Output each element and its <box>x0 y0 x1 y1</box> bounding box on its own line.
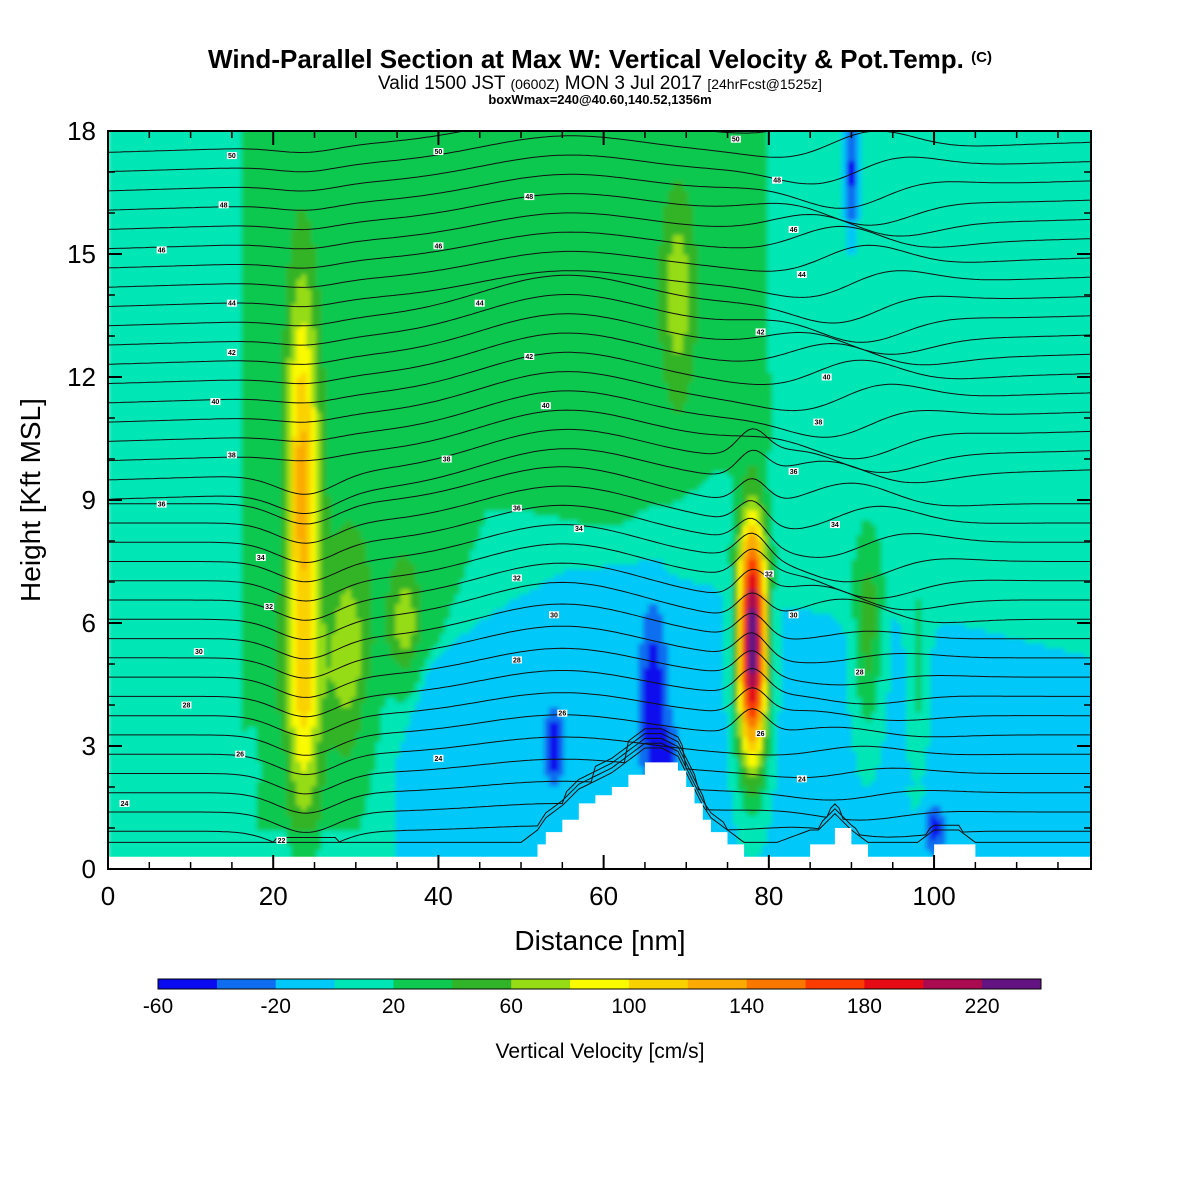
theta-label: 42 <box>228 350 236 357</box>
theta-label: 28 <box>856 670 864 677</box>
theta-label: 38 <box>228 452 236 459</box>
theta-label: 50 <box>732 137 740 144</box>
colorbar-tick-label: 220 <box>965 995 1000 1018</box>
theta-label: 26 <box>236 752 244 759</box>
theta-label: 28 <box>513 657 521 664</box>
x-tick-label: 0 <box>101 881 115 911</box>
x-axis-label: Distance [nm] <box>514 925 685 956</box>
y-axis-label: Height [Kft MSL] <box>15 398 46 602</box>
theta-label: 38 <box>815 420 823 427</box>
theta-label: 46 <box>790 227 798 234</box>
theta-label: 34 <box>575 526 583 533</box>
theta-label: 30 <box>195 649 203 656</box>
colorbar-swatch <box>629 979 688 989</box>
theta-label: 48 <box>220 202 228 209</box>
colorbar-swatch <box>158 979 217 989</box>
colorbar-tick-label: 100 <box>611 995 646 1018</box>
colorbar-swatch <box>923 979 982 989</box>
colorbar-tick-label: -20 <box>261 995 291 1018</box>
y-tick-label: 18 <box>67 116 96 146</box>
theta-label: 34 <box>257 555 265 562</box>
y-tick-label: 12 <box>67 362 96 392</box>
colorbar-swatch <box>335 979 394 989</box>
theta-label: 38 <box>443 457 451 464</box>
theta-label: 24 <box>121 801 129 808</box>
colorbar-label: Vertical Velocity [cm/s] <box>496 1040 705 1063</box>
colorbar-swatch <box>688 979 747 989</box>
theta-label: 32 <box>265 604 273 611</box>
colorbar-swatch <box>511 979 570 989</box>
theta-label: 46 <box>435 243 443 250</box>
theta-label: 44 <box>798 272 806 279</box>
colorbar-tick-label: 140 <box>729 995 764 1018</box>
velocity-field <box>108 126 1095 870</box>
theta-label: 36 <box>790 469 798 476</box>
theta-label: 44 <box>476 301 484 308</box>
x-tick-label: 20 <box>259 881 288 911</box>
colorbar-tick-label: 60 <box>500 995 523 1018</box>
colorbar-swatch <box>982 979 1041 989</box>
colorbar-swatch <box>864 979 923 989</box>
colorbar-swatch <box>217 979 276 989</box>
cross-section-chart: 50505048484846464644 44444242424040403838… <box>0 0 1200 1200</box>
theta-label: 48 <box>525 194 533 201</box>
theta-label: 46 <box>158 247 166 254</box>
theta-label: 24 <box>798 776 806 783</box>
colorbar-tick-label: 180 <box>847 995 882 1018</box>
y-tick-label: 9 <box>82 485 96 515</box>
theta-label: 40 <box>823 375 831 382</box>
theta-label: 32 <box>513 575 521 582</box>
colorbar-swatch <box>394 979 453 989</box>
y-tick-label: 0 <box>82 854 96 884</box>
theta-label: 44 <box>228 301 236 308</box>
colorbar-tick-label: -60 <box>143 995 173 1018</box>
theta-label: 40 <box>542 403 550 410</box>
y-tick-label: 6 <box>82 608 96 638</box>
colorbar-swatch <box>276 979 335 989</box>
theta-label: 24 <box>435 756 443 763</box>
velocity-field-cells <box>108 126 1095 870</box>
theta-label: 42 <box>757 329 765 336</box>
colorbar-swatch <box>570 979 629 989</box>
theta-label: 22 <box>278 838 286 845</box>
colorbar: -60 -20 20 60 100 140 180 220 <box>143 979 1042 1018</box>
x-tick-label: 40 <box>424 881 453 911</box>
y-tick-label: 3 <box>82 731 96 761</box>
x-tick-label: 80 <box>754 881 783 911</box>
theta-label: 30 <box>550 612 558 619</box>
y-tick-label: 15 <box>67 239 96 269</box>
theta-label: 50 <box>228 153 236 160</box>
x-tick-label: 60 <box>589 881 618 911</box>
theta-label: 40 <box>211 399 219 406</box>
theta-label: 28 <box>183 703 191 710</box>
theta-label: 32 <box>765 571 773 578</box>
theta-label: 42 <box>525 354 533 361</box>
colorbar-tick-label: 20 <box>382 995 405 1018</box>
theta-label: 34 <box>831 522 839 529</box>
colorbar-swatch <box>806 979 865 989</box>
theta-label: 48 <box>773 178 781 185</box>
theta-label: 26 <box>757 731 765 738</box>
theta-label: 26 <box>558 711 566 718</box>
theta-label: 50 <box>435 149 443 156</box>
theta-label: 36 <box>513 506 521 513</box>
colorbar-swatch <box>452 979 511 989</box>
theta-label: 36 <box>158 502 166 509</box>
colorbar-swatch <box>747 979 806 989</box>
x-tick-label: 100 <box>912 881 955 911</box>
theta-label: 30 <box>790 612 798 619</box>
